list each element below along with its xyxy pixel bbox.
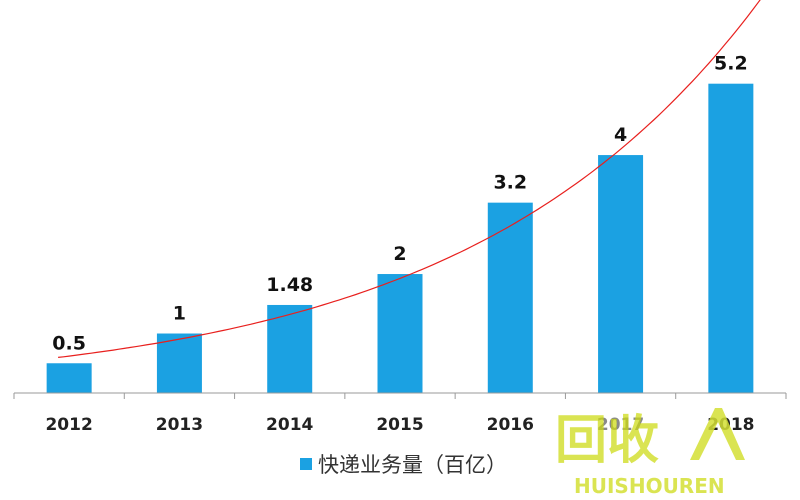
bar-2017: [598, 155, 644, 393]
watermark-text: 回收: [555, 411, 659, 471]
tick-label-2013: 2013: [156, 415, 203, 435]
tick-label-2014: 2014: [266, 415, 313, 435]
data-label-2014: 1.48: [266, 274, 313, 296]
legend: 快递业务量（百亿）: [300, 453, 507, 477]
watermark-logo: 回收 HUISHOUREN: [545, 408, 745, 498]
trendline: [58, 0, 761, 358]
tick-label-2017: 2017: [597, 415, 644, 435]
tick-label-2012: 2012: [45, 415, 92, 435]
data-label-2016: 3.2: [493, 172, 527, 194]
watermark-subtext: HUISHOUREN: [574, 474, 725, 498]
trendline-layer: [58, 0, 761, 358]
tick-labels-layer: 2012201320142015201620172018: [45, 415, 754, 435]
bar-2012: [46, 363, 92, 393]
watermark-mark-icon: [690, 408, 745, 460]
bar-2016: [487, 202, 533, 393]
bar-2013: [156, 333, 202, 393]
bar-2015: [377, 274, 423, 393]
data-label-2015: 2: [393, 243, 406, 265]
data-label-2012: 0.5: [52, 332, 86, 354]
bar-2018: [708, 83, 754, 394]
data-labels-layer: 0.5 1 1.48 2 3.2 4 5.2: [52, 53, 747, 355]
tick-label-2015: 2015: [376, 415, 423, 435]
x-axis: [13, 392, 787, 399]
data-label-2017: 4: [614, 124, 627, 146]
data-label-2013: 1: [173, 303, 186, 325]
legend-label: 快递业务量（百亿）: [318, 453, 507, 477]
bar-2014: [267, 304, 313, 393]
data-label-2018: 5.2: [714, 53, 748, 75]
bars-layer: [46, 83, 754, 394]
tick-label-2016: 2016: [487, 415, 534, 435]
legend-swatch: [300, 458, 312, 470]
watermark-box: [545, 408, 655, 468]
